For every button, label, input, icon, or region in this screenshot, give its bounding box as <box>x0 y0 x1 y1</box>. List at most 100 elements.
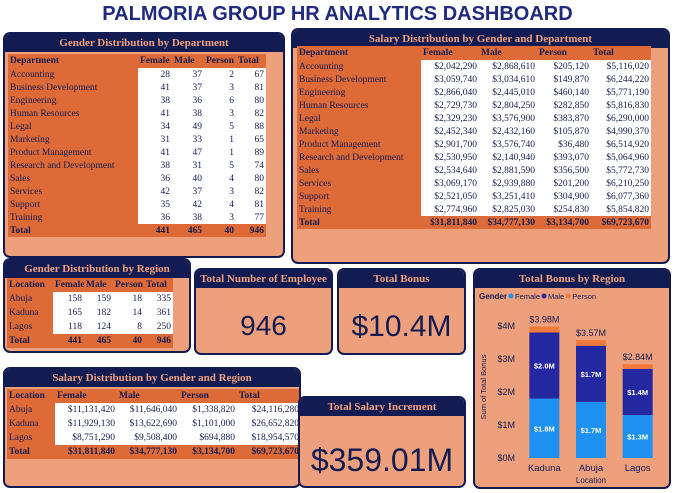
table-cell: $2,901,700 <box>421 138 479 151</box>
table-cell: 34 <box>138 120 172 133</box>
table-cell: $34,777,130 <box>117 445 179 459</box>
table-cell: $694,880 <box>179 431 237 445</box>
table-cell: $2,432,160 <box>479 125 537 138</box>
table-cell: 77 <box>236 211 266 224</box>
table-cell: $2,140,940 <box>479 151 537 164</box>
table-cell: Total <box>7 334 53 348</box>
column-header: Male <box>172 54 204 68</box>
card-value: 946 <box>240 310 287 341</box>
table-row: Marketing 31 33 1 65 <box>8 133 266 146</box>
table-cell: $6,290,000 <box>591 112 651 125</box>
table-row: Lagos $8,751,290 $9,508,400 $694,880 $18,954… <box>7 431 299 445</box>
column-header: Person <box>204 54 236 68</box>
table-row: Sales $2,534,640 $2,881,590 $356,500 $5,772,… <box>297 164 651 177</box>
card-value: $10.4M <box>351 310 452 343</box>
table-cell: Accounting <box>8 68 138 81</box>
panel-title: Salary Distribution by Gender and Depart… <box>293 30 668 48</box>
legend-title: Gender <box>479 292 507 301</box>
table-cell: $3,134,700 <box>179 445 237 459</box>
table-cell: Total <box>7 445 55 459</box>
table-row: Total $31,811,840 $34,777,130 $3,134,700 $69… <box>297 216 651 229</box>
table-cell: $36,480 <box>537 138 591 151</box>
table-row: Kaduna $11,929,130 $13,622,690 $1,101,000 $2… <box>7 417 299 431</box>
legend-swatch <box>565 293 571 299</box>
table-row: Marketing $2,452,340 $2,432,160 $105,870 $4,… <box>297 125 651 138</box>
table-cell: $5,116,020 <box>591 60 651 73</box>
table-cell: $2,521,050 <box>421 190 479 203</box>
table-row: Training 36 38 3 77 <box>8 211 266 224</box>
table-cell: $356,500 <box>537 164 591 177</box>
table-cell: $24,116,280 <box>237 403 299 417</box>
table-cell: 124 <box>84 320 113 334</box>
column-header: Total <box>144 278 173 292</box>
table-cell: $2,939,880 <box>479 177 537 190</box>
table-cell: $254,830 <box>537 203 591 216</box>
table-cell: Engineering <box>297 86 421 99</box>
table-cell: $1,101,000 <box>179 417 237 431</box>
column-header: Male <box>117 389 179 403</box>
chart-title: Total Bonus by Region <box>475 270 669 288</box>
table-cell: 250 <box>144 320 173 334</box>
table-cell: 1 <box>204 133 236 146</box>
table-cell: Total <box>297 216 421 229</box>
table-cell: 465 <box>84 334 113 348</box>
bar-segment <box>576 345 606 402</box>
table-cell: $393,070 <box>537 151 591 164</box>
table-row: Services 42 37 3 82 <box>8 185 266 198</box>
table-cell: 41 <box>138 81 172 94</box>
y-tick-label: $1M <box>497 420 515 430</box>
bar-segment <box>529 332 560 399</box>
chart: Gender Female Male Person $0M $1M $2M $3M $4M Sum… <box>479 292 653 485</box>
table-cell: Product Management <box>297 138 421 151</box>
table-cell: Legal <box>8 120 138 133</box>
table-row: Total 441 465 40 946 <box>7 334 173 348</box>
table-row: Human Resources $2,729,730 $2,804,250 $282,… <box>297 99 651 112</box>
panel: Total Salary Increment $359.01M <box>298 396 466 488</box>
table-cell: 36 <box>172 94 204 107</box>
table-cell: 335 <box>144 292 173 306</box>
table-cell: $2,881,590 <box>479 164 537 177</box>
y-tick-label: $0M <box>497 453 515 463</box>
table-row: Product Management $2,901,700 $3,576,740 $3… <box>297 138 651 151</box>
table-cell: Kaduna <box>7 417 55 431</box>
legend-label: Male <box>548 292 564 301</box>
table-cell: 47 <box>172 146 204 159</box>
data-label: $1.8M <box>534 424 555 433</box>
table-row: Support $2,521,050 $3,251,410 $304,900 $6,07… <box>297 190 651 203</box>
table-cell: 40 <box>113 334 144 348</box>
legend-label: Person <box>572 292 596 301</box>
table-row: Services $3,069,170 $2,939,880 $201,200 $6,2… <box>297 177 651 190</box>
table-cell: 3 <box>204 107 236 120</box>
table-cell: $205,120 <box>537 60 591 73</box>
x-tick-label: Kaduna <box>528 463 561 474</box>
data-label: $1.3M <box>627 433 648 442</box>
table-cell: 4 <box>204 172 236 185</box>
table-cell: Lagos <box>7 431 55 445</box>
data-table: Location Female Male Person Total Abuja $11,13… <box>7 389 299 459</box>
table-cell: 40 <box>172 172 204 185</box>
table-cell: $26,652,820 <box>237 417 299 431</box>
table-cell: $6,514,920 <box>591 138 651 151</box>
table-cell: 41 <box>138 107 172 120</box>
table-cell: $3,059,740 <box>421 73 479 86</box>
data-table: Department Female Male Person Total Accountin… <box>297 46 651 229</box>
table-cell: 49 <box>172 120 204 133</box>
card-title: Total Number of Employee <box>196 270 331 288</box>
table-row: Research and Development $2,530,950 $2,140… <box>297 151 651 164</box>
table-cell: 80 <box>236 94 266 107</box>
y-tick-label: $2M <box>497 387 515 397</box>
table-cell: Lagos <box>7 320 53 334</box>
table-row: Research and Development 38 31 5 74 <box>8 159 266 172</box>
table-cell: 31 <box>172 159 204 172</box>
column-header: Location <box>7 389 55 403</box>
table-cell: Human Resources <box>297 99 421 112</box>
panel: Salary Distribution by Gender and Region… <box>3 367 301 488</box>
table-cell: 81 <box>236 198 266 211</box>
table-cell: $383,870 <box>537 112 591 125</box>
table-cell: $2,729,730 <box>421 99 479 112</box>
table-cell: Product Management <box>8 146 138 159</box>
header-row: Department Female Male Person Total <box>8 54 266 68</box>
bar-segment <box>576 340 606 346</box>
panel: Gender Distribution by Region Location Fem… <box>3 258 191 353</box>
table-cell: 65 <box>236 133 266 146</box>
